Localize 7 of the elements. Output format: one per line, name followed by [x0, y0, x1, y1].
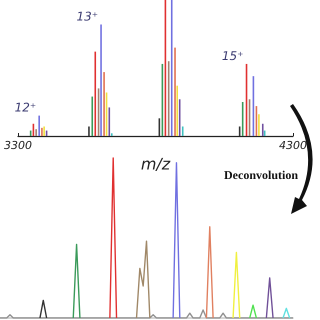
x-axis-title: m/z	[140, 154, 171, 174]
annotation: 12⁺	[14, 100, 36, 115]
x-tick-label: 4300	[279, 139, 307, 152]
annotation: 15⁺	[222, 48, 244, 63]
annotation: Deconvolution	[224, 168, 298, 182]
annotation: 13⁺	[76, 9, 98, 24]
x-tick-label: 3300	[4, 139, 32, 152]
